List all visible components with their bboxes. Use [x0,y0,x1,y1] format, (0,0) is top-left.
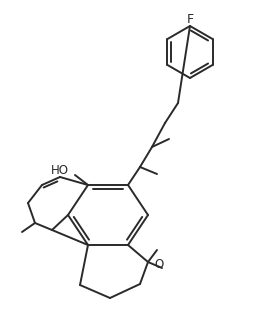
Text: HO: HO [51,163,69,176]
Text: O: O [154,259,164,272]
Text: F: F [186,12,193,26]
